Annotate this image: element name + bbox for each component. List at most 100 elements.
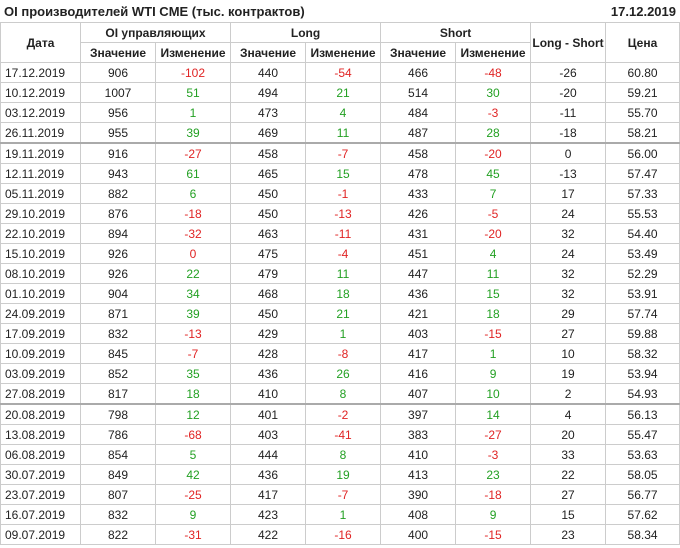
value-cell: 9 — [455, 504, 532, 525]
value-cell: 436 — [230, 464, 307, 485]
value-cell: 24 — [530, 203, 607, 224]
value-cell: 383 — [380, 424, 457, 445]
value-cell: 401 — [230, 403, 307, 425]
value-cell: 468 — [230, 283, 307, 304]
value-cell: 916 — [80, 142, 156, 164]
value-cell: 451 — [380, 243, 457, 264]
value-cell: 798 — [80, 403, 156, 425]
subcolumn-header: Изменение — [305, 42, 382, 63]
value-cell: 8 — [305, 383, 382, 405]
value-cell: 422 — [230, 524, 307, 545]
value-cell: 39 — [154, 122, 232, 144]
value-cell: 7 — [455, 183, 532, 204]
date-cell: 03.09.2019 — [0, 363, 81, 384]
value-cell: -68 — [154, 424, 232, 445]
column-header: Дата — [0, 22, 81, 63]
value-cell: -20 — [530, 82, 607, 103]
subcolumn-header: Изменение — [455, 42, 532, 63]
date-cell: 23.07.2019 — [0, 484, 81, 505]
value-cell: -13 — [305, 203, 382, 224]
value-cell: 894 — [80, 223, 156, 244]
value-cell: -25 — [154, 484, 232, 505]
data-row: 05.11.2019 882 6 450 -1 433 7 17 57.33 — [0, 183, 680, 204]
value-cell: 53.49 — [605, 243, 680, 264]
value-cell: 2 — [530, 383, 607, 405]
value-cell: 447 — [380, 263, 457, 284]
value-cell: 12 — [154, 403, 232, 425]
date-cell: 20.08.2019 — [0, 403, 81, 425]
value-cell: 11 — [305, 122, 382, 144]
value-cell: 53.94 — [605, 363, 680, 384]
value-cell: 458 — [230, 142, 307, 164]
value-cell: 10 — [455, 383, 532, 405]
value-cell: 18 — [154, 383, 232, 405]
date-cell: 26.11.2019 — [0, 122, 81, 144]
data-row: 12.11.2019 943 61 465 15 478 45 -13 57.47 — [0, 163, 680, 184]
value-cell: 55.70 — [605, 102, 680, 123]
value-cell: 1007 — [80, 82, 156, 103]
data-row: 19.11.2019 916 -27 458 -7 458 -20 0 56.00 — [0, 142, 680, 164]
value-cell: 832 — [80, 504, 156, 525]
value-cell: 14 — [455, 403, 532, 425]
value-cell: 54.93 — [605, 383, 680, 405]
value-cell: 56.13 — [605, 403, 680, 425]
value-cell: -31 — [154, 524, 232, 545]
value-cell: 19 — [305, 464, 382, 485]
value-cell: -7 — [305, 484, 382, 505]
date-cell: 03.12.2019 — [0, 102, 81, 123]
date-cell: 06.08.2019 — [0, 444, 81, 465]
value-cell: 11 — [455, 263, 532, 284]
value-cell: 904 — [80, 283, 156, 304]
value-cell: 514 — [380, 82, 457, 103]
value-cell: 53.91 — [605, 283, 680, 304]
value-cell: 18 — [305, 283, 382, 304]
value-cell: 428 — [230, 343, 307, 364]
column-header: OI управляющих — [79, 22, 232, 43]
value-cell: 58.32 — [605, 343, 680, 364]
value-cell: 450 — [230, 183, 307, 204]
date-cell: 15.10.2019 — [0, 243, 81, 264]
data-row: 10.09.2019 845 -7 428 -8 417 1 10 58.32 — [0, 343, 680, 364]
value-cell: 487 — [380, 122, 457, 144]
value-cell: -54 — [305, 62, 382, 83]
value-cell: 1 — [154, 102, 232, 123]
value-cell: -27 — [154, 142, 232, 164]
value-cell: 450 — [230, 203, 307, 224]
value-cell: 53.63 — [605, 444, 680, 465]
date-cell: 24.09.2019 — [0, 303, 81, 324]
subcolumn-header: Значение — [230, 42, 307, 63]
value-cell: -13 — [530, 163, 607, 184]
value-cell: 59.88 — [605, 323, 680, 344]
value-cell: -48 — [455, 62, 532, 83]
column-header: Long - Short — [530, 22, 607, 63]
data-row: 03.09.2019 852 35 436 26 416 9 19 53.94 — [0, 363, 680, 384]
data-row: 08.10.2019 926 22 479 11 447 11 32 52.29 — [0, 263, 680, 284]
value-cell: 23 — [530, 524, 607, 545]
value-cell: 876 — [80, 203, 156, 224]
data-row: 24.09.2019 871 39 450 21 421 18 29 57.74 — [0, 303, 680, 324]
value-cell: -5 — [455, 203, 532, 224]
date: 17.12.2019 — [610, 3, 676, 19]
value-cell: 23 — [455, 464, 532, 485]
date-cell: 27.08.2019 — [0, 383, 81, 405]
value-cell: 18 — [455, 303, 532, 324]
value-cell: 4 — [455, 243, 532, 264]
date-cell: 19.11.2019 — [0, 142, 81, 164]
value-cell: 39 — [154, 303, 232, 324]
value-cell: 436 — [230, 363, 307, 384]
value-cell: 11 — [305, 263, 382, 284]
value-cell: 56.00 — [605, 142, 680, 164]
value-cell: 58.21 — [605, 122, 680, 144]
table-head: Дата OI управляющих Long Short Long - Short Ц… — [0, 22, 680, 63]
value-cell: 807 — [80, 484, 156, 505]
value-cell: 408 — [380, 504, 457, 525]
value-cell: 494 — [230, 82, 307, 103]
date-cell: 22.10.2019 — [0, 223, 81, 244]
value-cell: -15 — [455, 323, 532, 344]
value-cell: 431 — [380, 223, 457, 244]
value-cell: -13 — [154, 323, 232, 344]
data-row: 10.12.2019 1007 51 494 21 514 30 -20 59.21 — [0, 82, 680, 103]
subcolumn-header: Значение — [380, 42, 457, 63]
value-cell: 845 — [80, 343, 156, 364]
